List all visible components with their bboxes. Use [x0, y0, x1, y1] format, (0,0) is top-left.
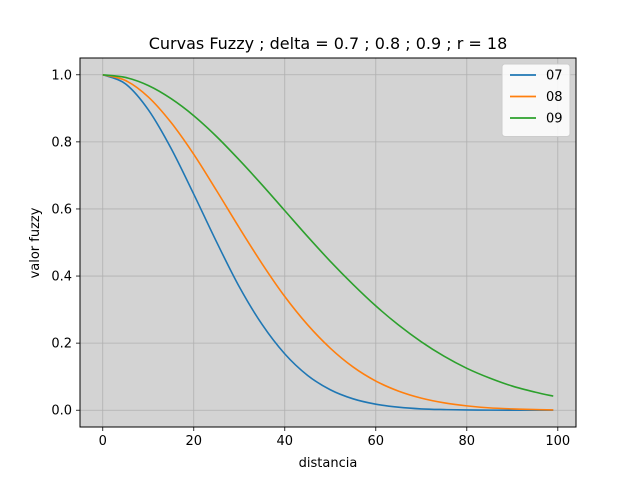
y-tick-label: 0.8 — [51, 135, 72, 150]
x-tick-label: 60 — [368, 434, 385, 449]
x-tick-label: 20 — [185, 434, 202, 449]
legend-label-09: 09 — [546, 112, 563, 127]
y-tick-label: 1.0 — [51, 68, 72, 83]
y-tick-label: 0.0 — [51, 404, 72, 419]
y-tick-label: 0.6 — [51, 202, 72, 217]
y-tick-label: 0.4 — [51, 270, 72, 285]
legend-label-08: 08 — [546, 90, 563, 105]
y-axis-ticks: 0.0 0.2 0.4 0.6 0.8 1.0 — [51, 68, 80, 419]
x-axis-label: distancia — [299, 456, 358, 471]
y-axis-label: valor fuzzy — [28, 207, 43, 278]
series-line-08 — [102, 73, 554, 411]
legend-label-07: 07 — [546, 69, 563, 84]
x-tick-label: 0 — [99, 434, 107, 449]
grid-lines — [80, 58, 576, 427]
series-line-09 — [102, 73, 554, 397]
series-lines — [102, 73, 554, 412]
x-axis-ticks: 0 20 40 60 80 100 — [99, 427, 570, 449]
x-tick-label: 100 — [545, 434, 570, 449]
plot-area — [80, 58, 576, 427]
y-tick-label: 0.2 — [51, 337, 72, 352]
plot-frame — [79, 57, 577, 428]
legend: 07 08 09 — [501, 63, 571, 137]
series-line-07 — [102, 74, 554, 412]
x-tick-label: 80 — [459, 434, 476, 449]
chart-title: Curvas Fuzzy ; delta = 0.7 ; 0.8 ; 0.9 ;… — [149, 34, 508, 53]
x-tick-label: 40 — [276, 434, 293, 449]
